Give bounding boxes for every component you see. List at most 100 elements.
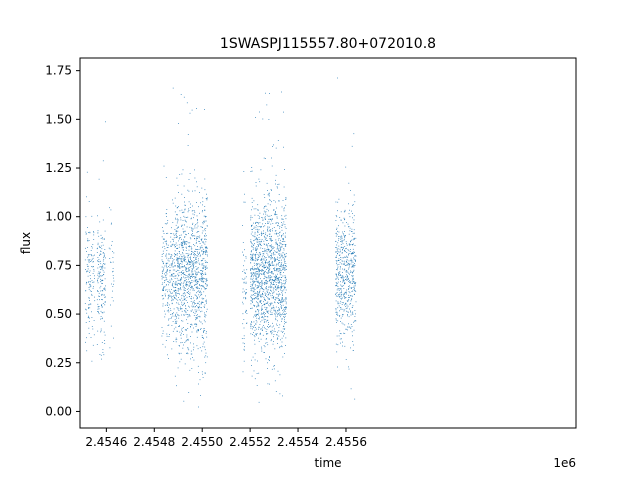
data-point [266, 342, 268, 343]
data-point [355, 291, 357, 292]
data-point [206, 193, 207, 195]
data-point [243, 279, 245, 280]
data-point [341, 277, 343, 279]
data-point [201, 288, 202, 290]
data-point [245, 293, 246, 295]
data-point [184, 363, 186, 365]
data-point [200, 226, 202, 228]
data-point [206, 251, 208, 253]
data-point [193, 257, 195, 258]
data-point [271, 339, 272, 341]
data-point [265, 287, 267, 289]
data-point [265, 338, 267, 340]
x-axis-offset-label: 1e6 [553, 456, 576, 470]
data-point [192, 190, 193, 192]
data-point [193, 311, 194, 313]
data-point [103, 274, 105, 275]
data-point [188, 190, 190, 192]
data-point [260, 169, 262, 171]
data-point [180, 299, 181, 301]
data-point [257, 305, 259, 307]
data-point [342, 323, 344, 325]
data-point [87, 259, 89, 261]
data-point [171, 227, 172, 229]
data-point [196, 202, 197, 203]
data-point [172, 269, 174, 271]
data-point [256, 314, 257, 316]
data-point [206, 247, 207, 249]
data-point [97, 215, 98, 217]
data-point [275, 274, 277, 276]
data-point [274, 299, 276, 300]
data-point [272, 146, 273, 147]
data-point [349, 285, 350, 287]
data-point [94, 275, 95, 277]
data-point [198, 307, 200, 309]
data-point [185, 284, 187, 286]
data-point [181, 247, 183, 249]
data-point [259, 302, 261, 303]
data-point [267, 223, 269, 224]
x-tick-label: 2.4550 [181, 435, 223, 449]
data-point [98, 235, 100, 237]
data-point [98, 259, 100, 260]
data-point [280, 274, 282, 276]
data-point [178, 293, 180, 294]
data-point [282, 332, 283, 333]
data-point [252, 334, 253, 335]
data-point [188, 253, 190, 255]
data-point [272, 252, 274, 254]
data-point [188, 246, 189, 247]
data-point [190, 261, 192, 262]
data-point [112, 251, 113, 252]
data-point [278, 253, 279, 255]
data-point [101, 342, 103, 343]
data-point [283, 186, 285, 188]
data-point [337, 277, 339, 279]
data-point [181, 271, 182, 273]
data-point [88, 261, 90, 263]
data-point [353, 265, 355, 266]
data-point [203, 221, 205, 223]
data-point [273, 283, 274, 285]
data-point [193, 343, 194, 345]
data-point [198, 262, 200, 264]
data-point [284, 286, 286, 288]
data-point [189, 246, 191, 247]
data-point [258, 209, 259, 211]
data-point [255, 249, 257, 251]
data-point [161, 327, 163, 328]
data-point [272, 293, 274, 294]
data-point [339, 310, 340, 312]
data-point [271, 333, 273, 335]
data-point [105, 257, 106, 259]
data-point [162, 246, 163, 248]
data-point [183, 96, 185, 98]
data-point [353, 270, 354, 272]
data-point [275, 277, 277, 278]
data-point [344, 235, 346, 236]
data-point [264, 251, 266, 253]
data-point [268, 249, 270, 250]
data-point [181, 297, 183, 299]
data-point [284, 244, 286, 245]
data-point [251, 202, 253, 203]
data-point [173, 240, 174, 242]
data-point [187, 348, 189, 350]
data-point [170, 254, 172, 255]
data-point [267, 289, 269, 291]
data-point [280, 279, 282, 281]
data-point [264, 257, 266, 259]
data-point [255, 278, 257, 279]
data-point [275, 222, 277, 224]
data-point [258, 271, 260, 273]
data-point [285, 265, 287, 266]
data-point [255, 247, 257, 249]
data-point [183, 296, 185, 298]
data-point [189, 246, 190, 248]
data-point [196, 262, 198, 264]
data-point [100, 318, 101, 320]
data-point [267, 333, 269, 334]
data-point [275, 289, 277, 291]
data-point [254, 247, 256, 249]
